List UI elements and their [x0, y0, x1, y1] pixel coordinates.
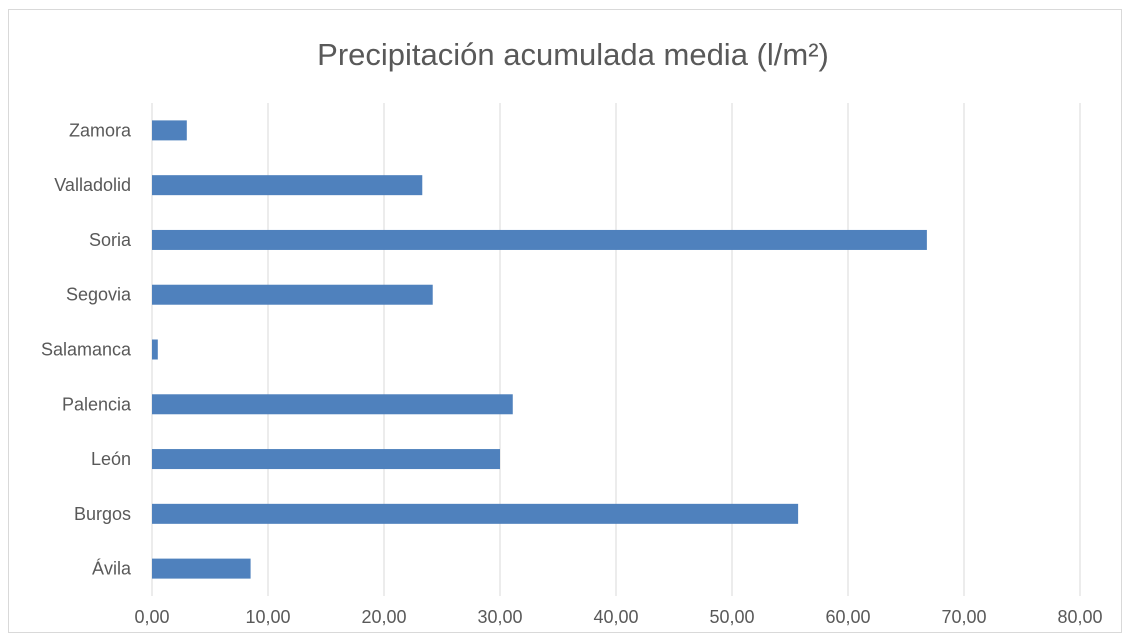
chart-title: Precipitación acumulada media (l/m²): [317, 37, 829, 72]
bar-zamora: [152, 120, 187, 141]
bar-segovia: [152, 284, 433, 305]
category-labels: Ávila Burgos León Palencia Salamanca Segovia S…: [41, 120, 132, 578]
x-tick-label: 50,00: [709, 607, 754, 627]
bar-salamanca: [152, 339, 158, 360]
x-tick-label: 40,00: [593, 607, 638, 627]
category-label: Valladolid: [54, 175, 131, 195]
x-tick-label: 70,00: [941, 607, 986, 627]
bars: [152, 120, 927, 579]
category-label: Ávila: [92, 559, 132, 579]
bar-palencia: [152, 394, 513, 415]
bar-leon: [152, 449, 500, 470]
category-label: Salamanca: [41, 340, 132, 360]
category-label: Burgos: [74, 504, 131, 524]
category-label: Zamora: [69, 120, 132, 140]
x-tick-label: 0,00: [134, 607, 169, 627]
category-label: Segovia: [66, 285, 132, 305]
x-tick-label: 60,00: [825, 607, 870, 627]
x-tick-label: 30,00: [477, 607, 522, 627]
category-label: Palencia: [62, 394, 132, 414]
bar-valladolid: [152, 175, 423, 196]
x-tick-label: 10,00: [245, 607, 290, 627]
bar-soria: [152, 229, 927, 250]
x-tick-label: 80,00: [1057, 607, 1102, 627]
bar-avila: [152, 558, 251, 579]
x-tick-labels: 0,00 10,00 20,00 30,00 40,00 50,00 60,00 70,00 8…: [134, 607, 1102, 627]
bar-burgos: [152, 503, 799, 524]
category-label: Soria: [89, 230, 132, 250]
chart-frame: [8, 9, 1122, 633]
category-label: León: [91, 449, 131, 469]
x-tick-label: 20,00: [361, 607, 406, 627]
